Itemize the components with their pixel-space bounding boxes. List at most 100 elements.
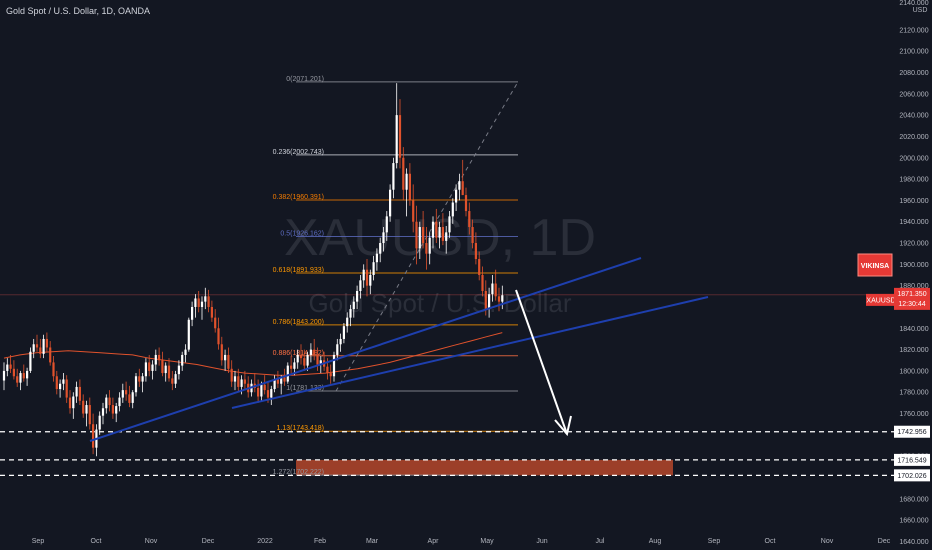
candle <box>349 304 352 327</box>
candle <box>115 402 118 423</box>
candle-body <box>98 415 101 430</box>
candle <box>395 83 398 169</box>
candle <box>78 379 81 406</box>
candle <box>352 296 355 318</box>
candle <box>481 266 484 297</box>
candle-body <box>237 376 240 387</box>
candle-body <box>329 373 332 377</box>
candle-body <box>200 301 204 307</box>
candle <box>12 360 15 380</box>
candle-body <box>398 115 402 158</box>
price-tags: 1742.956 1716.549 1702.026 VIKINSA XAUUSD187… <box>857 253 930 482</box>
candle-body <box>379 243 382 254</box>
candle <box>85 400 88 427</box>
candle <box>332 351 336 382</box>
candle-body <box>471 227 474 244</box>
price-tick-label: 1660.000 <box>899 518 928 525</box>
candle <box>161 351 164 377</box>
level-tag-value: 1742.956 <box>897 429 926 436</box>
candle <box>95 424 98 457</box>
candle-body <box>316 354 319 365</box>
candle <box>22 364 25 382</box>
time-tick-label: Jul <box>596 538 605 545</box>
fib-level-label: 0.886(1814.192) <box>273 350 324 357</box>
candle <box>105 394 108 414</box>
candle-body <box>138 376 141 382</box>
candle-body <box>194 298 197 307</box>
candle-body <box>148 362 151 371</box>
candle <box>125 381 128 401</box>
trendlines-layer[interactable] <box>89 257 709 442</box>
candle <box>194 294 197 318</box>
candle-body <box>478 259 481 275</box>
horizontal-levels[interactable] <box>0 294 896 476</box>
candle <box>197 290 200 313</box>
price-axis-currency: USD <box>913 7 928 14</box>
candle-body <box>422 227 425 244</box>
candle-body <box>134 376 138 393</box>
candle <box>29 347 32 374</box>
fibonacci-retracement[interactable]: 0(2071.201) 0.236(2002.743) 0.382(1960.391… <box>273 76 519 476</box>
candle <box>375 248 378 271</box>
candle <box>445 225 448 254</box>
candle <box>415 205 418 265</box>
candle-body <box>461 181 464 196</box>
candle-body <box>309 349 312 355</box>
candle-body <box>494 283 497 297</box>
candle <box>98 411 101 435</box>
candle-body <box>82 400 85 414</box>
candle <box>174 370 177 388</box>
candle <box>2 362 6 391</box>
candle-body <box>451 202 454 217</box>
candle <box>121 383 124 403</box>
candle-body <box>12 368 15 377</box>
candle <box>257 379 260 403</box>
candle-body <box>128 394 131 403</box>
candle-body <box>290 365 293 369</box>
candle <box>488 287 491 318</box>
candle <box>82 394 85 418</box>
candle-body <box>121 390 124 398</box>
candle-body <box>326 366 329 374</box>
candle-body <box>233 376 237 382</box>
price-tick-label: 1880.000 <box>899 283 928 290</box>
time-axis[interactable]: Sep Oct Nov Dec 2022 Feb Mar Apr May Jun Jul Aug Sep… <box>32 538 891 545</box>
candle <box>422 211 425 249</box>
price-tick-label: 1760.000 <box>899 411 928 418</box>
candle <box>131 390 134 409</box>
fib-level-label: 0.382(1960.391) <box>273 194 324 201</box>
candle-body <box>230 368 233 382</box>
level-tag-bg <box>894 425 930 438</box>
candle <box>478 251 481 281</box>
candle <box>365 259 369 297</box>
candle-body <box>227 354 230 369</box>
price-tick-label: 1640.000 <box>899 539 928 546</box>
candle-body <box>412 200 415 222</box>
candle <box>316 347 319 371</box>
candle <box>171 370 174 391</box>
candle <box>134 373 138 397</box>
projection-arrow[interactable] <box>515 289 572 437</box>
candle <box>148 354 151 377</box>
candle <box>474 232 477 265</box>
candle <box>154 349 157 371</box>
candle-body <box>405 173 408 190</box>
candle-body <box>6 364 9 371</box>
time-tick-label: Sep <box>32 538 45 545</box>
candle <box>461 159 464 196</box>
candle <box>243 370 246 391</box>
time-tick-label: Jun <box>536 538 547 545</box>
candle-body <box>319 360 322 365</box>
candle <box>52 356 55 382</box>
candle <box>128 385 131 408</box>
price-tick-label: 2080.000 <box>899 70 928 77</box>
candle-body <box>177 365 180 375</box>
candle-body <box>240 379 243 387</box>
candle <box>342 322 345 344</box>
candle-body <box>131 392 134 403</box>
candle-body <box>125 390 128 395</box>
candle-body <box>151 364 154 371</box>
candle-body <box>389 189 392 217</box>
